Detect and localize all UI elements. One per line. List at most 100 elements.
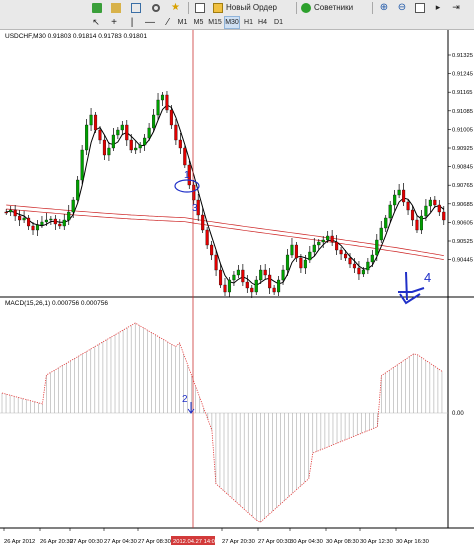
time-label: 27 Apr 04:30: [104, 539, 137, 545]
toolbar: ★ Новый Ордер Советники ⊕ ⊖ ▸ ⇥ ↖ + | — …: [0, 0, 474, 30]
timeframe-m5[interactable]: M5: [193, 19, 204, 26]
time-label: 27 Apr 00:30: [258, 539, 291, 545]
candle-body: [433, 199, 437, 206]
candle-body: [312, 244, 316, 253]
candle-body: [335, 241, 339, 251]
price-label: 0.90765: [452, 183, 473, 189]
new-order-icon: [213, 2, 223, 13]
price-label: 0.90925: [452, 146, 473, 152]
crosshair-button[interactable]: +: [106, 16, 122, 29]
candle-body: [308, 251, 312, 261]
price-label: 0.90685: [452, 202, 473, 208]
candle-body: [134, 147, 138, 151]
time-label: 26 Apr 2012: [4, 539, 35, 545]
timeframe-m30[interactable]: M30: [224, 16, 240, 29]
candle-body: [201, 214, 205, 231]
data-window-button[interactable]: [148, 1, 164, 14]
candle-body: [348, 257, 352, 265]
candle-body: [330, 235, 334, 243]
new-chart-button[interactable]: [88, 1, 106, 14]
navigator-button[interactable]: ★: [168, 1, 184, 14]
price-label: 0.90605: [452, 220, 473, 226]
candle-body: [232, 274, 236, 281]
window-icon: [131, 2, 141, 13]
candle-body: [67, 211, 71, 221]
candle-body: [156, 99, 160, 116]
cursor-icon: ↖: [92, 17, 100, 27]
candle-body: [424, 205, 428, 217]
candle-body: [415, 219, 419, 231]
price-chart[interactable]: USDCHF,M30 0.91803 0.91814 0.91783 0.918…: [0, 30, 474, 548]
chart-info: USDCHF,M30 0.91803 0.91814 0.91783 0.918…: [5, 33, 147, 40]
market-watch-button[interactable]: [128, 1, 144, 14]
search-icon: [152, 3, 160, 12]
new-chart-icon: [92, 2, 102, 13]
candle-body: [183, 147, 187, 166]
price-label: 0.90845: [452, 165, 473, 171]
candle-body: [40, 221, 44, 226]
tile-windows-button[interactable]: [412, 1, 428, 14]
candle-body: [85, 124, 89, 151]
candle-body: [147, 127, 151, 139]
cursor-button[interactable]: ↖: [88, 16, 104, 29]
candle-body: [397, 189, 401, 196]
candle-body: [178, 139, 182, 149]
star-icon: ★: [171, 1, 180, 13]
zoom-out-button[interactable]: ⊖: [394, 1, 410, 14]
profiles-button[interactable]: [108, 1, 124, 14]
candle-body: [402, 189, 406, 203]
candles: [4, 91, 446, 298]
trendline-button[interactable]: ⁄: [160, 16, 176, 29]
time-label: 30 Apr 04:30: [290, 539, 323, 545]
macd-histogram: [1, 323, 443, 523]
candle-body: [89, 114, 93, 126]
time-label: 26 Apr 20:30: [40, 539, 73, 545]
candle-body: [120, 124, 124, 131]
macd-zero-label: 0.00: [452, 411, 464, 417]
candle-body: [44, 219, 48, 223]
chart-shift-icon: ⇥: [452, 2, 460, 12]
candle-body: [281, 269, 285, 281]
candle-body: [160, 94, 165, 101]
scroll-chart-button[interactable]: ▸: [430, 1, 446, 14]
candle-body: [76, 179, 80, 201]
scroll-right-icon: ▸: [435, 2, 441, 12]
candle-body: [294, 244, 298, 259]
timeframe-h1[interactable]: H1: [244, 19, 253, 26]
timeframe-m1[interactable]: M1: [177, 19, 188, 26]
candle-body: [165, 94, 169, 111]
candle-body: [241, 269, 245, 283]
candle-body: [299, 257, 303, 269]
timeframe-d1[interactable]: D1: [274, 19, 283, 26]
candle-body: [326, 235, 330, 241]
chart-shift-button[interactable]: ⇥: [448, 1, 464, 14]
timeframe-h4[interactable]: H4: [258, 19, 267, 26]
candle-body: [71, 199, 75, 213]
new-order-button[interactable]: Новый Ордер: [212, 1, 292, 14]
candle-body: [277, 279, 281, 293]
horizontal-line-button[interactable]: —: [142, 16, 158, 29]
candle-body: [31, 225, 35, 231]
candle-body: [339, 249, 343, 255]
annotation-2: 2: [182, 394, 188, 405]
timeframe-m15[interactable]: M15: [208, 19, 222, 26]
candle-body: [384, 217, 388, 229]
candle-body: [259, 269, 263, 281]
candle-body: [236, 269, 240, 276]
candle-body: [223, 284, 227, 293]
zoom-in-button[interactable]: ⊕: [376, 1, 392, 14]
annotation-3: 3: [192, 203, 198, 214]
horizontal-line-icon: —: [145, 17, 155, 28]
experts-icon: [301, 2, 311, 13]
experts-button[interactable]: Советники: [300, 1, 368, 14]
terminal-button[interactable]: [192, 1, 208, 14]
vertical-line-button[interactable]: |: [124, 16, 140, 29]
candle-body: [227, 279, 232, 293]
candle-body: [107, 147, 111, 156]
candle-body: [268, 274, 272, 289]
candle-body: [93, 114, 98, 131]
candle-body: [379, 227, 383, 241]
candle-body: [102, 139, 107, 156]
annotation-4: 4: [424, 270, 431, 285]
zoom-in-icon: ⊕: [379, 2, 389, 13]
